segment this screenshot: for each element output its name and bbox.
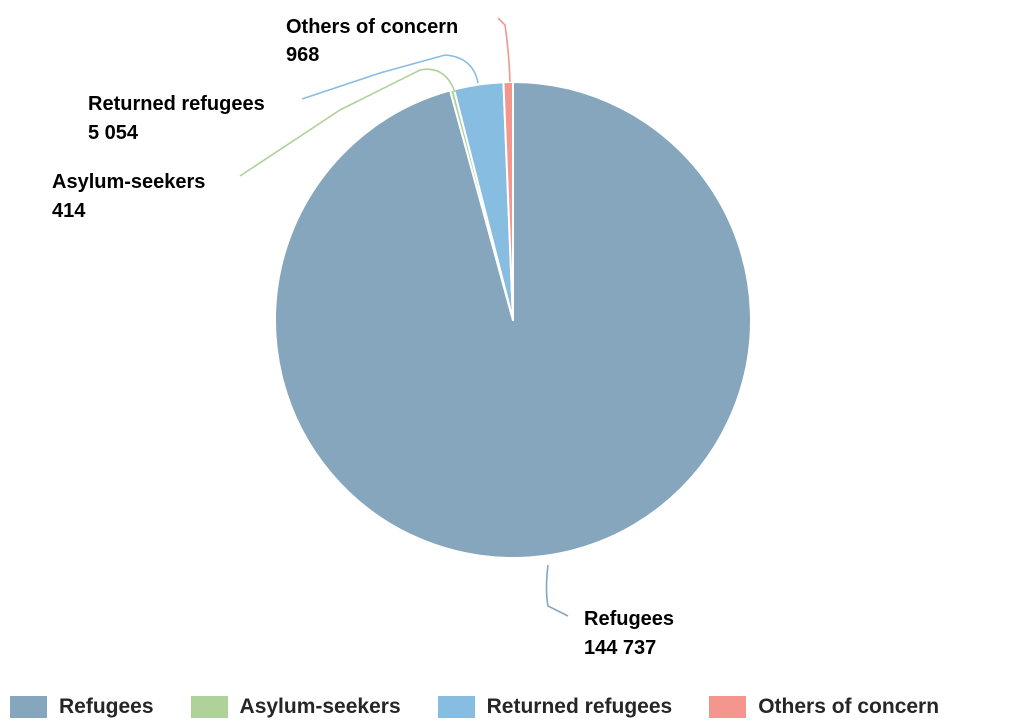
connector-asylum-seekers [239, 68, 456, 177]
legend-label-asylum-seekers: Asylum-seekers [239, 695, 401, 718]
chart-legend: Refugees Asylum-seekers Returned refugee… [10, 693, 939, 721]
slice-value-asylum-seekers: 414 [52, 200, 86, 222]
pie-chart: Refugees 144 737 Asylum-seekers 414 Returned… [52, 16, 752, 659]
legend-item-others-of-concern[interactable]: Others of concern [709, 695, 939, 719]
legend-label-refugees: Refugees [59, 695, 154, 718]
slice-value-returned-refugees: 5 054 [88, 122, 139, 144]
connector-others-of-concern [497, 17, 511, 83]
legend-item-returned-refugees[interactable]: Returned refugees [437, 695, 673, 719]
legend-swatch-asylum-seekers [190, 696, 228, 718]
pie-slice-others-of-concern[interactable] [502, 80, 514, 321]
legend-swatch-refugees [10, 696, 47, 718]
slice-labels: Refugees 144 737 Asylum-seekers 414 Returned… [52, 16, 674, 659]
legend-swatch-returned-refugees [437, 696, 475, 718]
connector-refugees [545, 564, 569, 617]
legend-item-refugees[interactable]: Refugees [10, 695, 154, 719]
slice-label-asylum-seekers: Asylum-seekers [52, 171, 205, 193]
slice-value-others-of-concern: 968 [286, 44, 319, 66]
slice-value-refugees: 144 737 [584, 637, 656, 659]
legend-swatch-others-of-concern [709, 696, 747, 718]
slice-label-others-of-concern: Others of concern [286, 16, 458, 38]
legend-label-others-of-concern: Others of concern [758, 695, 940, 718]
slice-label-returned-refugees: Returned refugees [88, 93, 265, 115]
legend-item-asylum-seekers[interactable]: Asylum-seekers [190, 695, 401, 719]
slice-label-refugees: Refugees [584, 608, 674, 630]
legend-label-returned-refugees: Returned refugees [486, 695, 673, 718]
connector-returned-refugees [301, 54, 479, 100]
pie-slices [274, 80, 752, 559]
label-connectors [239, 17, 569, 617]
